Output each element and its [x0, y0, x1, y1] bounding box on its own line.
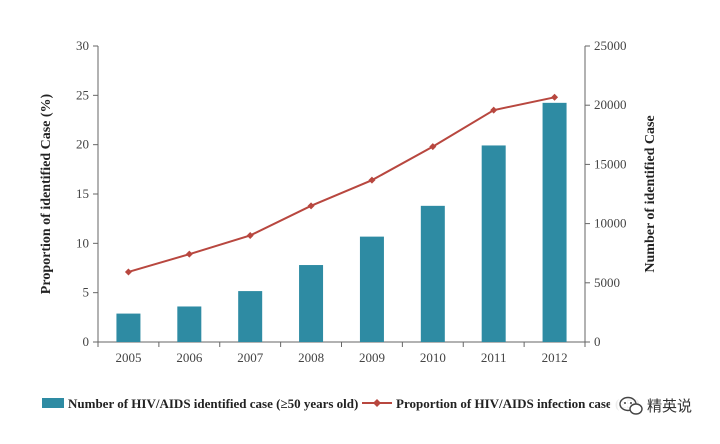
left-tick-label: 0 [83, 334, 90, 349]
left-tick-label: 20 [76, 137, 89, 152]
x-tick-label: 2006 [176, 350, 203, 365]
x-tick-label: 2011 [481, 350, 507, 365]
line-point-2007 [246, 231, 254, 239]
left-tick-label: 25 [76, 87, 89, 102]
right-axis-ticks: 0 5000 10000 15000 20000 25000 [585, 38, 627, 349]
bar-2011 [481, 145, 506, 342]
legend-line-marker [373, 399, 381, 407]
wechat-icon [619, 396, 643, 415]
left-tick-label: 10 [76, 235, 89, 250]
left-axis-ticks: 0 5 10 15 20 25 30 [76, 38, 98, 349]
right-tick-label: 25000 [594, 38, 627, 53]
bar-2005 [116, 313, 141, 342]
watermark: 精英说 [610, 392, 706, 418]
left-tick-label: 15 [76, 186, 89, 201]
bar-2006 [177, 306, 202, 342]
x-tick-label: 2010 [420, 350, 446, 365]
line-point-2008 [307, 202, 315, 210]
x-axis-ticks: 2005 2006 2007 2008 2009 2010 2011 2012 [97, 342, 586, 365]
line-point-2011 [490, 106, 498, 114]
right-tick-label: 0 [594, 334, 601, 349]
x-tick-label: 2005 [115, 350, 141, 365]
line-series [124, 93, 559, 276]
bar-2010 [420, 205, 445, 342]
legend-line-label: Proportion of HIV/AIDS infection case (≥… [396, 396, 639, 411]
bar-2012 [542, 102, 567, 342]
line-point-2005 [124, 268, 132, 276]
left-tick-label: 5 [83, 285, 90, 300]
bar-2008 [299, 265, 324, 342]
left-tick-label: 30 [76, 38, 89, 53]
right-tick-label: 5000 [594, 275, 620, 290]
line-point-2010 [429, 143, 437, 151]
x-tick-label: 2009 [359, 350, 385, 365]
legend: Number of HIV/AIDS identified case (≥50 … [42, 396, 639, 411]
bar-2007 [238, 291, 263, 342]
right-tick-label: 15000 [594, 156, 627, 171]
proportion-line [128, 96, 555, 273]
line-point-2012 [551, 93, 559, 101]
right-tick-label: 10000 [594, 216, 627, 231]
bar-2009 [359, 236, 384, 342]
legend-bar-label: Number of HIV/AIDS identified case (≥50 … [68, 396, 358, 411]
bar-series [116, 102, 567, 342]
line-point-2009 [368, 176, 376, 184]
right-axis-title: Number of identified Case [643, 115, 658, 272]
right-tick-label: 20000 [594, 97, 627, 112]
x-tick-label: 2007 [237, 350, 264, 365]
x-tick-label: 2012 [542, 350, 568, 365]
x-tick-label: 2008 [298, 350, 324, 365]
watermark-text: 精英说 [647, 397, 692, 415]
left-axis-title: Proportion of identified Case (%) [39, 93, 54, 294]
line-point-2006 [185, 250, 193, 258]
legend-bar-swatch [42, 398, 64, 408]
